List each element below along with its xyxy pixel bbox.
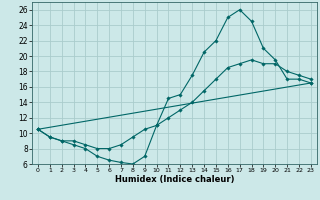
X-axis label: Humidex (Indice chaleur): Humidex (Indice chaleur) — [115, 175, 234, 184]
